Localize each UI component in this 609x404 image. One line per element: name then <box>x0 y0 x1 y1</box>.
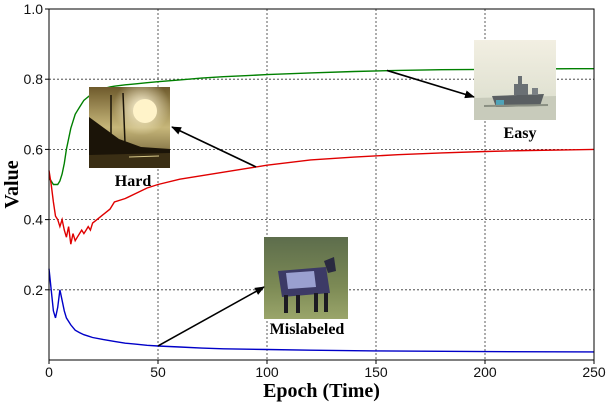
mislabeled-example-image <box>264 237 348 319</box>
annotation-arrow-hard <box>171 126 257 168</box>
x-tick-label: 250 <box>582 364 606 380</box>
x-axis-title: Epoch (Time) <box>263 380 380 402</box>
x-axis-ticks: 0 50 100 150 200 250 <box>45 360 606 380</box>
x-tick-label: 100 <box>255 364 279 380</box>
x-tick-label: 0 <box>45 364 53 380</box>
annotation-arrow-easy <box>386 69 475 99</box>
y-tick-label: 0.4 <box>24 212 44 228</box>
annotation-label-hard: Hard <box>115 173 152 190</box>
annotations: Hard Easy Mislabeled <box>115 69 537 347</box>
plot-frame <box>48 8 595 361</box>
y-axis-title: Value <box>1 160 23 208</box>
x-tick-label: 50 <box>150 364 166 380</box>
y-tick-label: 0.6 <box>24 141 44 157</box>
x-tick-label: 150 <box>364 364 388 380</box>
y-tick-label: 1.0 <box>24 1 44 17</box>
annotation-label-mislabeled: Mislabeled <box>270 321 345 338</box>
y-axis-ticks: 0.2 0.4 0.6 0.8 1.0 <box>24 1 49 298</box>
hard-example-image <box>89 87 170 168</box>
series-line-3 <box>48 268 595 353</box>
y-tick-label: 0.8 <box>24 71 44 87</box>
series-line-2 <box>48 148 595 245</box>
annotation-label-easy: Easy <box>504 125 537 142</box>
y-tick-label: 0.2 <box>24 282 44 298</box>
easy-example-image <box>474 40 556 120</box>
annotation-arrow-mislabeled <box>157 286 265 347</box>
x-tick-label: 200 <box>473 364 497 380</box>
